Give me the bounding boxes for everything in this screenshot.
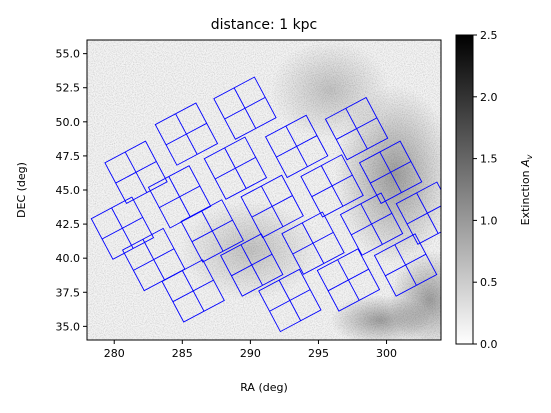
ccd-module-divider [327,268,369,292]
ccd-module [281,211,345,275]
ccd-module-divider [251,195,293,218]
ccd-module-divider [385,253,427,277]
x-tick-label: 290 [240,347,261,360]
x-axis-label: RA (deg) [240,381,288,394]
ccd-module [300,154,364,218]
extinction-map [87,40,441,340]
x-tick-label: 280 [104,347,125,360]
ccd-module-outline [220,233,284,297]
colorbar-tick-label: 2.5 [480,29,498,42]
ccd-module-divider [172,279,214,303]
ccd-module-divider [336,117,378,140]
x-tick-label: 300 [376,347,397,360]
ccd-module [258,268,322,333]
colorbar-gradient [456,35,473,344]
ccd-module-outline [203,136,268,200]
ccd-module [213,76,277,140]
ccd-module-outline [300,154,364,218]
ccd-module-divider [351,212,393,236]
dust-cloud-south [330,295,430,340]
ccd-module-outline [147,165,212,229]
ccd-module-outline [281,211,345,275]
ccd-module-divider [231,253,273,277]
dust-cloud-northeast [270,40,390,140]
ccd-modules [90,76,441,333]
ccd-module [358,140,423,204]
ccd-module-outline [240,174,304,239]
ccd-module-outline [258,268,322,333]
y-tick-label: 45.0 [56,184,81,197]
colorbar-tick-label: 1.0 [480,214,498,227]
ccd-module-outline [373,233,438,297]
ccd-module [324,96,389,161]
ccd-module-divider [224,96,266,120]
colorbar-label-main: Extinction [519,167,532,225]
ccd-module-outline [339,192,404,256]
ccd-module [316,248,381,312]
ccd-module-divider [370,161,412,184]
ccd-module-divider [191,219,233,243]
colorbar-ticks: 0.0 0.5 1.0 1.5 2.0 2.5 [473,29,498,351]
colorbar-frame [455,34,474,345]
y-tick-label: 42.5 [56,218,81,231]
y-tick-label: 52.5 [56,82,81,95]
ccd-module-divider [159,185,201,209]
colorbar-tick-label: 0.5 [480,276,498,289]
ccd-module-divider [276,135,318,158]
ccd-module [264,114,329,179]
colorbar-tick-label: 2.0 [480,91,498,104]
ccd-module [373,233,438,297]
colorbar-tick-label: 0.0 [480,338,498,351]
y-tick-label: 47.5 [56,150,81,163]
colorbar-label-subscript: v [525,154,534,159]
x-tick-label: 285 [172,347,193,360]
y-tick-label: 40.0 [56,252,81,265]
ccd-module [104,140,168,204]
ccd-module [203,136,268,200]
ccd-module-outline [358,140,423,204]
ccd-module-divider [101,216,143,240]
chart-title: distance: 1 kpc [211,17,318,33]
ccd-module-divider [292,231,334,255]
ccd-module [90,196,155,260]
ccd-module-divider [214,156,256,180]
ccd-module-divider [165,122,207,146]
ccd-module-outline [161,259,225,323]
ccd-module [161,259,225,323]
dust-cloud-center [180,200,320,300]
y-axis-label: DEC (deg) [15,162,28,218]
ccd-module [339,192,404,256]
ccd-module-divider [115,161,157,184]
ccd-module-outline [180,199,244,263]
colorbar-tick-label: 1.5 [480,153,498,166]
ccd-module-divider [269,289,311,312]
colorbar-label-symbol: A [519,159,532,168]
y-tick-label: 35.0 [56,320,81,333]
ccd-module-outline [316,248,381,312]
ccd-module-outline [395,181,441,245]
ccd-module [240,174,304,239]
x-tick-label: 295 [308,347,329,360]
y-axis-ticks: 35.0 37.5 40.0 42.5 45.0 47.5 50.0 52.5 55.0 [56,48,87,333]
ccd-module [220,233,284,297]
y-tick-label: 37.5 [56,286,81,299]
colorbar-label: Extinction Av [519,154,534,225]
ccd-module [147,165,212,229]
x-axis-ticks: 280 285 290 295 300 [104,340,397,360]
y-tick-label: 55.0 [56,48,81,61]
y-tick-label: 50.0 [56,116,81,129]
ccd-module [154,102,219,166]
ccd-module-divider [311,174,353,198]
ccd-module [180,199,244,263]
ccd-module-divider [133,248,175,271]
